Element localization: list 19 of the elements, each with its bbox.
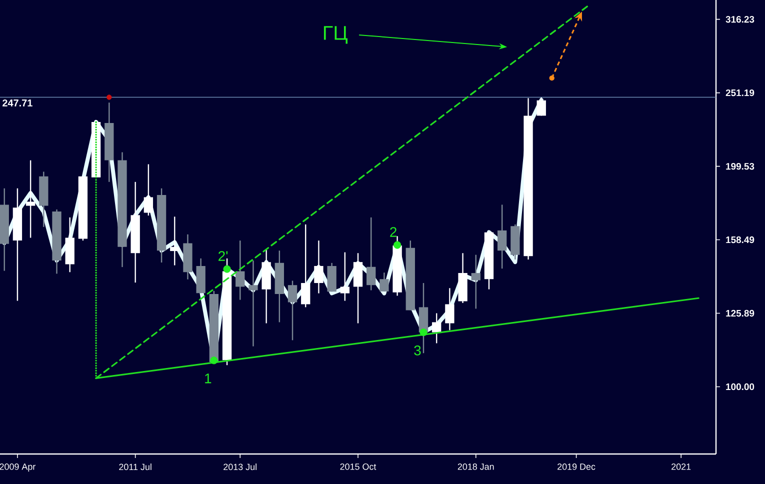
y-tick-label: 125.89 — [726, 310, 754, 317]
y-tick-label: 251.19 — [726, 89, 754, 96]
annotation: ГЦ — [324, 26, 348, 44]
x-tick-label: 2011 Jul — [119, 463, 152, 470]
y-tick-label: 100.00 — [726, 383, 754, 390]
ref-line-label: 247.71 — [2, 99, 32, 106]
x-tick-label: 2009 Apr — [0, 463, 36, 472]
annotation: 2 — [390, 227, 396, 237]
x-tick-label: 2015 Oct — [340, 463, 376, 470]
y-tick-label: 316.23 — [726, 16, 754, 23]
x-tick-label: 2013 Jul — [224, 463, 256, 470]
y-tick-label: 199.53 — [726, 162, 754, 170]
annotation: 2' — [218, 251, 228, 261]
x-tick-label: 2021 — [672, 463, 691, 470]
annotation: 1 — [205, 374, 212, 384]
y-tick-label: 158.49 — [726, 236, 754, 244]
annotation: 3 — [414, 345, 421, 356]
x-tick-label: 2018 Jan — [458, 463, 494, 470]
x-tick-label: 2019 Dec — [558, 463, 596, 470]
